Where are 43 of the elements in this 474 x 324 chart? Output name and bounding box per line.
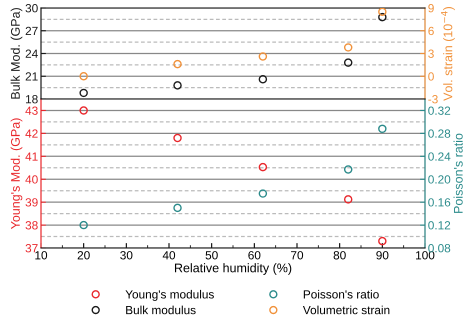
y-axis-title: Young's Mod. (GPa) bbox=[10, 118, 22, 230]
x-axis-title: Relative humidity (%) bbox=[174, 263, 292, 275]
x-tick-label: 100 bbox=[416, 251, 434, 260]
x-tick-label: 20 bbox=[78, 251, 90, 260]
legend-label: Poisson's ratio bbox=[304, 290, 379, 299]
legend-label: Bulk modulus bbox=[126, 306, 196, 314]
legend-label: Volumetric strain bbox=[302, 306, 390, 314]
y-tick-label: 37 bbox=[26, 244, 38, 252]
y2-axis-title: Poisson's ratio bbox=[454, 134, 463, 213]
y-tick-label: 30 bbox=[26, 4, 38, 12]
y2-tick-label: 0.08 bbox=[428, 244, 450, 252]
y2-tick-label: 0.12 bbox=[428, 221, 450, 230]
y2-tick-label: 0.32 bbox=[428, 106, 450, 115]
y-tick-label: 41 bbox=[25, 152, 38, 161]
x-tick-label: 80 bbox=[334, 251, 346, 260]
x-tick-label: 40 bbox=[162, 251, 176, 260]
x-tick-label: 60 bbox=[248, 251, 260, 260]
y2-axis-title: Vol. strain (10$^{−4}$) bbox=[441, 7, 455, 101]
y2-tick-label: -3 bbox=[428, 95, 438, 104]
y-tick-label: 38 bbox=[26, 221, 38, 230]
y2-tick-label: 9 bbox=[428, 4, 434, 12]
x-tick-label: 50 bbox=[206, 251, 218, 260]
legend-label: Young's modulus bbox=[125, 290, 214, 301]
x-tick-label: 70 bbox=[291, 251, 304, 260]
x-tick-label: 30 bbox=[120, 251, 132, 260]
x-tick-label: 90 bbox=[376, 251, 388, 260]
y-tick-label: 42 bbox=[25, 129, 38, 138]
y2-tick-label: 3 bbox=[428, 50, 434, 58]
y-tick-label: 24 bbox=[26, 50, 38, 58]
y-tick-label: 21 bbox=[26, 72, 38, 81]
y-tick-label: 18 bbox=[26, 95, 38, 104]
y-tick-label: 27 bbox=[26, 26, 38, 36]
y-tick-label: 39 bbox=[26, 198, 38, 207]
y-tick-label: 43 bbox=[25, 106, 38, 115]
y2-tick-label: 0.24 bbox=[428, 152, 450, 161]
y2-tick-label: 0.16 bbox=[428, 198, 450, 207]
y-axis-title: Bulk Mod. (GPa) bbox=[10, 8, 22, 99]
y2-tick-label: 0.28 bbox=[428, 129, 450, 138]
y-tick-label: 40 bbox=[25, 175, 38, 184]
x-tick-label: 10 bbox=[35, 251, 48, 260]
y2-tick-label: 6 bbox=[428, 26, 434, 36]
y2-tick-label: 0 bbox=[428, 72, 434, 81]
y2-tick-label: 0.20 bbox=[428, 175, 450, 184]
